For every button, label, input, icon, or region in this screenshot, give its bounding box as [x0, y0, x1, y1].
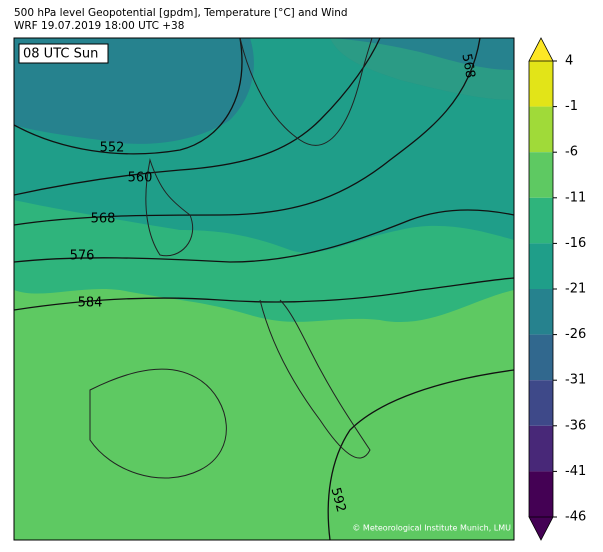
colorbar-tick-label: -41 [565, 464, 586, 479]
colorbar-tick-label: -46 [565, 510, 586, 525]
colorbar-over [528, 37, 554, 62]
map-frame [13, 37, 515, 541]
colorbar-tick-label: -21 [565, 282, 586, 297]
colorbar-tick-label: -11 [565, 190, 586, 205]
colorbar-segment [529, 197, 553, 244]
colorbar-segment [529, 61, 553, 107]
colorbar-under [528, 516, 554, 541]
colorbar-segment [529, 152, 553, 198]
colorbar-tick-label: -6 [565, 145, 578, 160]
time-label-box [18, 43, 109, 64]
colorbar-segment [529, 425, 553, 472]
contour-label: 552 [100, 141, 125, 156]
colorbar-segment [529, 471, 553, 517]
contour-label: 584 [78, 296, 103, 311]
header-line1: 500 hPa level Geopotential [gpdm], Tempe… [14, 7, 348, 19]
map-field [14, 38, 514, 540]
colorbar-segment [529, 334, 553, 381]
colorbar-segment [529, 106, 553, 153]
contour-label: 568 [458, 52, 477, 79]
colorbar-tick-label: -31 [565, 373, 586, 388]
credit: © Meteorological Institute Munich, LMU [352, 524, 511, 533]
contour-label: 576 [70, 249, 95, 264]
colorbar-tick-label: -26 [565, 327, 586, 342]
time-label: 08 UTC Sun [23, 47, 98, 62]
colorbar-tick-label: -16 [565, 236, 586, 251]
colorbar-tick-label: -1 [565, 99, 578, 114]
colorbar: 4 -1 -6 -11 -16 -21 -26 -31 -36 -41 -46 [528, 37, 586, 541]
colorbar-tick-label: -36 [565, 418, 586, 433]
colorbar-segment [529, 289, 553, 335]
colorbar-tick-label: 4 [565, 54, 573, 69]
colorbar-segment [529, 243, 553, 289]
contour-label: 560 [128, 171, 153, 186]
colorbar-segment [529, 380, 553, 426]
contour-label: 568 [91, 212, 116, 227]
header-line2: WRF 19.07.2019 18:00 UTC +38 [14, 20, 184, 32]
contour-label: 592 [328, 486, 349, 514]
